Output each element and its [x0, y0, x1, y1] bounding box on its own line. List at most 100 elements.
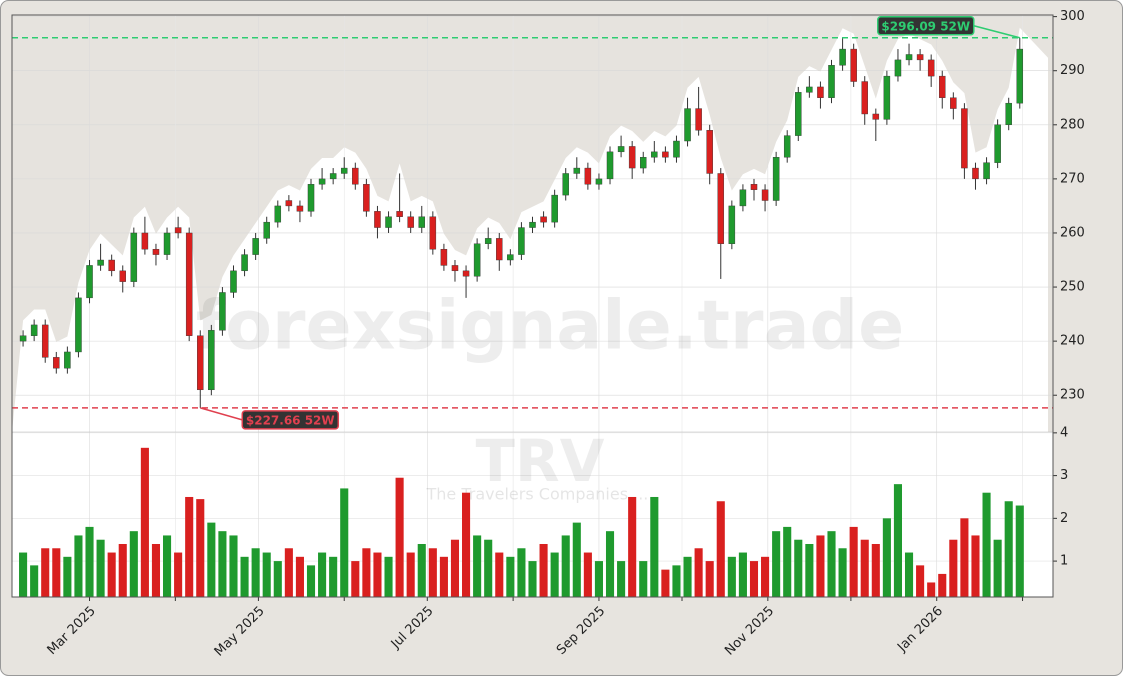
candle-body: [617, 146, 625, 153]
volume-bar: [716, 501, 725, 597]
volume-bar: [617, 561, 626, 597]
candle-body: [728, 205, 736, 244]
volume-bar: [52, 548, 61, 597]
volume-bar: [63, 556, 72, 597]
candle-body: [41, 324, 49, 358]
candle-body: [285, 200, 293, 207]
volume-bar: [417, 543, 426, 597]
candle-body: [628, 146, 636, 169]
volume-bar: [473, 535, 482, 597]
volume-bar: [406, 552, 415, 597]
volume-bar: [74, 535, 83, 597]
candle-body: [197, 335, 204, 391]
volume-bar: [860, 539, 869, 597]
volume-bar: [229, 535, 238, 597]
volume-bar: [550, 552, 559, 597]
volume-bar: [129, 531, 138, 597]
candle-body: [606, 151, 614, 180]
volume-bar: [971, 535, 980, 597]
candle-body: [53, 357, 60, 369]
candle-body: [972, 167, 979, 180]
volume-bar: [495, 552, 504, 597]
volume-bar: [340, 488, 349, 597]
candle-body: [706, 130, 713, 174]
candle-body: [750, 184, 758, 190]
candle-body: [75, 297, 82, 353]
volume-tick-label: 4: [1060, 425, 1068, 440]
company-watermark: The Travelers Companies, ...: [426, 485, 654, 504]
volume-bar: [273, 561, 282, 597]
volume-bar: [240, 556, 249, 597]
candle-body: [595, 178, 603, 185]
candle-body: [950, 97, 957, 109]
volume-bar: [118, 543, 127, 597]
candle-body: [939, 75, 946, 98]
candle-body: [783, 135, 791, 158]
volume-bar: [993, 539, 1002, 597]
candle-body: [208, 330, 215, 391]
candle-body: [573, 167, 581, 174]
candle-body: [828, 65, 835, 98]
candle-body: [462, 270, 470, 277]
volume-bar: [628, 496, 637, 597]
candle-body: [19, 335, 27, 342]
volume-bar: [41, 548, 50, 597]
volume-bar: [949, 539, 958, 597]
candle-body: [274, 205, 282, 223]
volume-tick-label: 1: [1060, 554, 1068, 569]
y-tick-label: 290: [1060, 63, 1085, 78]
candle-body: [739, 189, 747, 207]
volume-bar: [882, 518, 891, 597]
volume-bar: [450, 539, 460, 597]
y-tick-label: 270: [1060, 171, 1085, 186]
volume-bar: [174, 552, 183, 597]
volume-bar: [805, 543, 814, 597]
candle-body: [252, 238, 259, 255]
volume-bar: [218, 531, 227, 597]
volume-bar: [362, 548, 371, 597]
candle-body: [839, 48, 846, 66]
candle-body: [772, 157, 780, 201]
candle-body: [562, 173, 569, 196]
volume-bar: [30, 565, 39, 597]
volume-bar: [982, 492, 991, 597]
y-tick-label: 230: [1060, 388, 1085, 403]
volume-bar: [561, 535, 570, 597]
volume-bar: [140, 447, 149, 597]
volume-bar: [639, 561, 648, 597]
candle-body: [451, 265, 459, 272]
candle-body: [318, 178, 326, 185]
candle-body: [418, 216, 426, 228]
candle-body: [518, 227, 525, 255]
volume-bar: [517, 548, 526, 597]
volume-bar: [284, 548, 293, 597]
candle-body: [529, 221, 536, 228]
volume-bar: [185, 496, 194, 597]
volume-bar: [661, 569, 670, 597]
volume-bar: [938, 573, 947, 597]
annotation-label: $227.66 52W: [246, 413, 335, 427]
volume-tick-label: 3: [1060, 468, 1068, 483]
volume-bar: [428, 548, 437, 597]
candle-body: [1005, 102, 1012, 125]
volume-bar: [927, 582, 936, 597]
volume-bar: [672, 565, 681, 597]
volume-bar: [351, 561, 360, 597]
plot-border: [11, 14, 1054, 598]
volume-bar: [395, 477, 404, 597]
candle-body: [817, 86, 824, 98]
candle-body: [961, 108, 968, 169]
volume-bar: [196, 499, 205, 597]
candle-body: [540, 216, 547, 223]
candle-body: [263, 221, 270, 239]
volume-bar: [650, 496, 659, 597]
y-tick-label: 280: [1060, 117, 1085, 132]
candle-body: [916, 54, 924, 61]
volume-bar: [871, 543, 880, 597]
candle-body: [894, 59, 902, 77]
volume-bar: [1015, 505, 1024, 597]
annotation-box: [877, 16, 975, 36]
candle-body: [684, 108, 691, 142]
price-area: [12, 27, 1048, 432]
